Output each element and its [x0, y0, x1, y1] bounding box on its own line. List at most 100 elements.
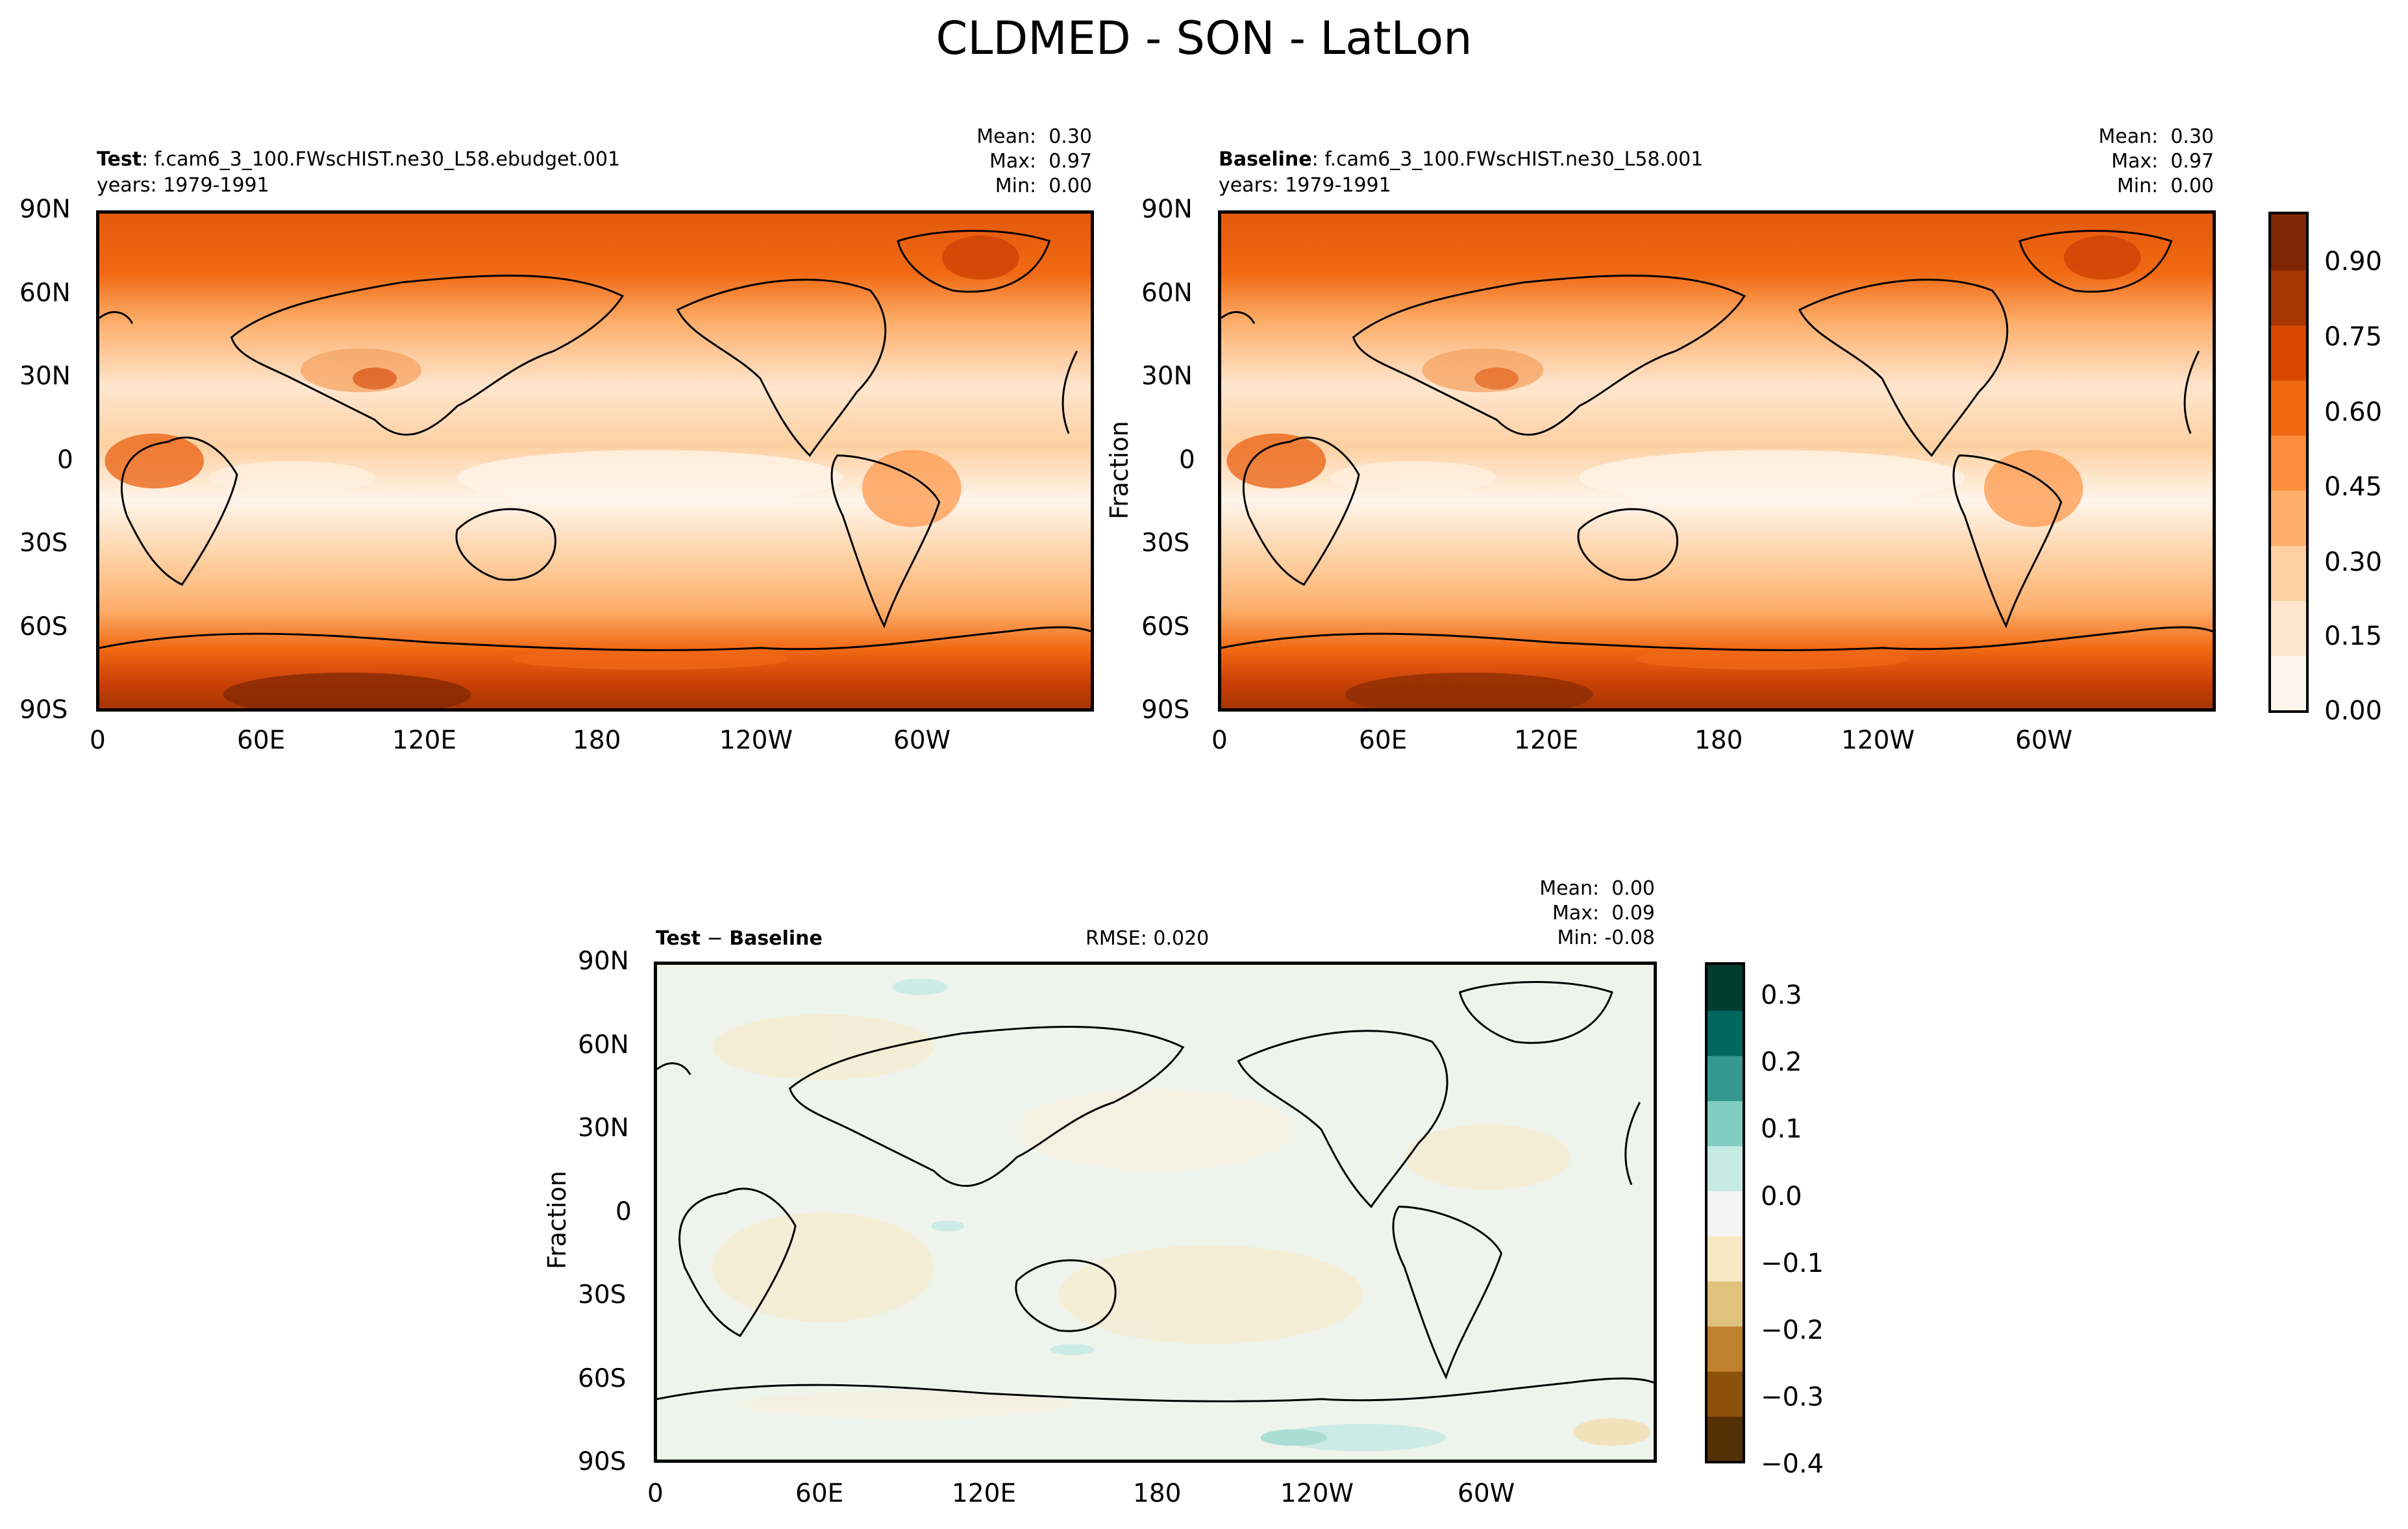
diff-label: Test − Baseline	[656, 927, 823, 950]
test-lat-tick-90s: 90S	[19, 695, 68, 725]
diff-colorbar	[1705, 962, 1745, 1463]
main-cbar-tick-000: 0.00	[2324, 696, 2383, 726]
baseline-lat-tick-90n: 90N	[1141, 195, 1193, 224]
baseline-lat-tick-60n: 60N	[1141, 279, 1193, 308]
diff-lon-tick-120w: 120W	[1280, 1479, 1354, 1508]
main-colorbar-step-6	[2271, 324, 2306, 381]
diff-colorbar-step-0	[1707, 1415, 1743, 1461]
baseline-map	[1221, 214, 2213, 708]
diff-map	[657, 965, 1654, 1460]
main-colorbar-step-7	[2271, 269, 2306, 326]
baseline-lat-tick-90s: 90S	[1141, 695, 1190, 725]
diff-lat-tick-0: 0	[615, 1197, 632, 1226]
diff-colorbar-step-4	[1707, 1235, 1743, 1282]
baseline-lat-tick-30s: 30S	[1141, 528, 1190, 558]
baseline-lat-tick-0: 0	[1179, 445, 1195, 475]
baseline-years: years: 1979-1991	[1219, 174, 1391, 197]
test-lat-tick-0: 0	[57, 445, 73, 475]
main-colorbar	[2268, 212, 2309, 713]
main-cbar-tick-075: 0.75	[2324, 322, 2383, 352]
test-lon-tick-120w: 120W	[719, 726, 793, 755]
diff-lon-tick-120e: 120E	[952, 1479, 1017, 1508]
diff-cbar-tick-m04: −0.4	[1761, 1449, 1824, 1479]
test-lon-tick-120e: 120E	[392, 726, 457, 755]
main-colorbar-step-5	[2271, 379, 2306, 436]
baseline-ylabel: Fraction	[1105, 421, 1134, 519]
diff-colorbar-step-3	[1707, 1280, 1743, 1327]
baseline-lon-tick-180: 180	[1694, 726, 1743, 755]
baseline-lon-tick-120w: 120W	[1841, 726, 1915, 755]
test-lon-tick-0: 0	[90, 726, 106, 755]
diff-ylabel: Fraction	[543, 1171, 571, 1269]
diff-colorbar-step-10	[1707, 965, 1743, 1011]
baseline-lat-tick-60s: 60S	[1141, 612, 1190, 641]
test-lat-tick-30n: 30N	[19, 362, 71, 391]
diff-lat-tick-90s: 90S	[578, 1447, 627, 1476]
baseline-lon-tick-0: 0	[1211, 726, 1228, 755]
main-colorbar-step-3	[2271, 490, 2306, 546]
diff-stats: Mean: 0.00 Max: 0.09 Min: -0.08	[1539, 877, 1655, 949]
diff-colorbar-gradient	[1707, 965, 1743, 1461]
diff-lon-tick-60w: 60W	[1458, 1479, 1515, 1508]
main-colorbar-step-2	[2271, 545, 2306, 601]
diff-cbar-tick-03: 0.3	[1761, 980, 1802, 1010]
main-cbar-tick-060: 0.60	[2324, 397, 2383, 427]
baseline-cloud-features	[1226, 235, 2141, 708]
diff-cbar-tick-m01: −0.1	[1761, 1249, 1824, 1278]
test-stats: Mean: 0.30 Max: 0.97 Min: 0.00	[976, 125, 1092, 197]
diff-map-panel	[654, 962, 1657, 1463]
diff-cbar-tick-00: 0.0	[1761, 1182, 1802, 1212]
test-map	[99, 214, 1091, 708]
baseline-coastlines	[1221, 229, 2213, 651]
test-map-panel	[96, 210, 1094, 712]
diff-colorbar-step-2	[1707, 1325, 1743, 1372]
diff-features	[712, 978, 1651, 1452]
diff-cbar-tick-02: 0.2	[1761, 1047, 1802, 1077]
diff-colorbar-step-8	[1707, 1054, 1743, 1101]
baseline-label: Baseline: f.cam6_3_100.FWscHIST.ne30_L58…	[1219, 148, 1704, 171]
test-lat-tick-60s: 60S	[19, 612, 68, 641]
diff-lat-tick-60n: 60N	[578, 1030, 629, 1060]
main-cbar-tick-030: 0.30	[2324, 547, 2383, 577]
main-colorbar-step-8	[2271, 214, 2306, 271]
main-cbar-tick-045: 0.45	[2324, 472, 2383, 502]
diff-lat-tick-60s: 60S	[578, 1364, 627, 1393]
main-colorbar-gradient	[2271, 214, 2306, 710]
test-lat-tick-30s: 30S	[19, 528, 68, 558]
main-colorbar-step-1	[2271, 600, 2306, 656]
baseline-lon-tick-120e: 120E	[1514, 726, 1579, 755]
test-lon-tick-60e: 60E	[237, 726, 286, 755]
diff-lon-tick-60e: 60E	[795, 1479, 844, 1508]
diff-lon-tick-0: 0	[647, 1479, 664, 1508]
diff-colorbar-step-5	[1707, 1190, 1743, 1237]
test-lat-tick-90n: 90N	[19, 195, 71, 224]
diff-colorbar-step-1	[1707, 1371, 1743, 1417]
baseline-lat-tick-30n: 30N	[1141, 362, 1193, 391]
test-lon-tick-60w: 60W	[893, 726, 951, 755]
diff-lat-tick-90n: 90N	[578, 947, 629, 976]
baseline-map-panel	[1218, 210, 2216, 712]
test-coastlines	[99, 229, 1091, 651]
diff-cbar-tick-m02: −0.2	[1761, 1315, 1824, 1345]
diff-colorbar-step-9	[1707, 1010, 1743, 1056]
figure-title: CLDMED - SON - LatLon	[936, 12, 1472, 65]
test-lat-tick-60n: 60N	[19, 279, 71, 308]
main-colorbar-step-4	[2271, 434, 2306, 491]
baseline-stats: Mean: 0.30 Max: 0.97 Min: 0.00	[2098, 125, 2214, 197]
main-colorbar-step-0	[2271, 655, 2306, 710]
test-label: Test: f.cam6_3_100.FWscHIST.ne30_L58.ebu…	[97, 148, 621, 171]
main-cbar-tick-090: 0.90	[2324, 247, 2383, 277]
diff-rmse: RMSE: 0.020	[1086, 927, 1210, 950]
diff-cbar-tick-01: 0.1	[1761, 1114, 1802, 1144]
diff-lat-tick-30s: 30S	[578, 1280, 627, 1310]
main-cbar-tick-015: 0.15	[2324, 621, 2383, 651]
diff-lat-tick-30n: 30N	[578, 1113, 629, 1143]
diff-lon-tick-180: 180	[1133, 1479, 1182, 1508]
diff-cbar-tick-m03: −0.3	[1761, 1382, 1824, 1412]
diff-colorbar-step-6	[1707, 1145, 1743, 1191]
baseline-lon-tick-60w: 60W	[2015, 726, 2073, 755]
diff-colorbar-step-7	[1707, 1100, 1743, 1147]
baseline-lon-tick-60e: 60E	[1359, 726, 1408, 755]
diff-coastlines	[657, 980, 1654, 1402]
